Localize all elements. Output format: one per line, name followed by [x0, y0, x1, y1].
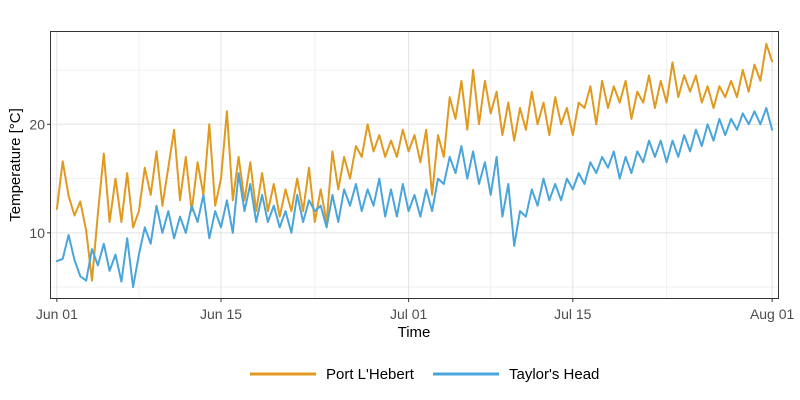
legend-label-taylors-head: Taylor's Head	[509, 366, 599, 383]
legend-label-port-lhebert: Port L'Hebert	[326, 366, 415, 383]
series-line-taylors-head	[55, 107, 774, 289]
y-axis-title: Temperature [°C]	[7, 108, 24, 222]
x-tick-label: Aug 01	[750, 306, 795, 322]
y-tick-label: 10	[29, 225, 45, 241]
x-tick-label: Jul 15	[554, 306, 592, 322]
tick-labels: Jun 01 Jun 15 Jul 01 Jul 15 Aug 01 10 20	[29, 116, 794, 322]
x-tick-label: Jun 01	[36, 306, 78, 322]
y-tick-label: 20	[29, 116, 45, 132]
x-tick-label: Jul 01	[390, 306, 428, 322]
x-tick-label: Jun 15	[200, 306, 242, 322]
legend: Port L'Hebert Taylor's Head	[250, 366, 599, 383]
plot-panel-border	[50, 31, 779, 299]
x-axis-title: Time	[398, 324, 431, 341]
series-line-port-lhebert	[55, 42, 774, 282]
grid-lines	[51, 32, 778, 298]
axis-ticks	[47, 123, 773, 302]
series-lines	[55, 42, 774, 289]
